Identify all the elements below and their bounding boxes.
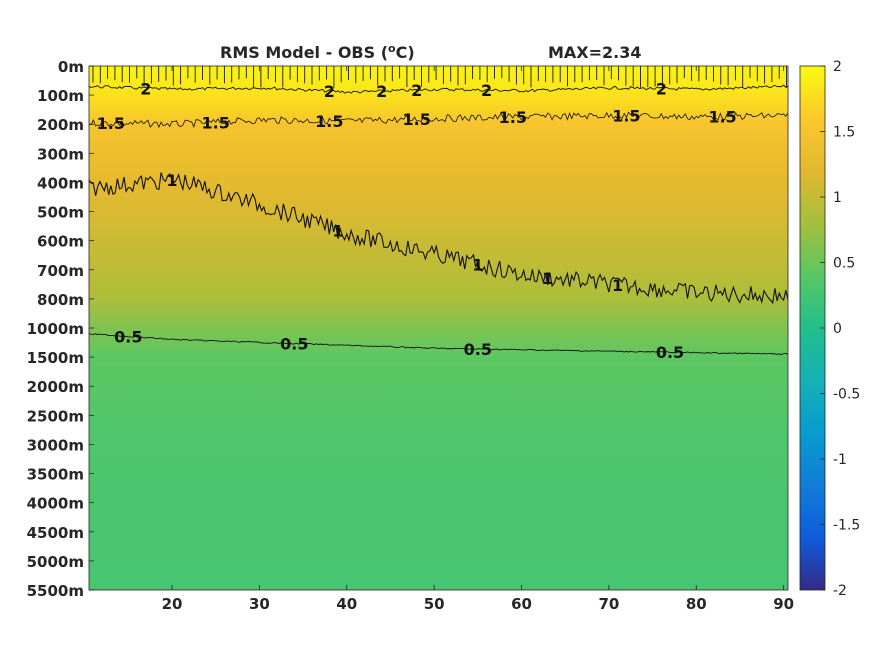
y-tick-label: 5000m: [27, 553, 84, 571]
colorbar-tick-label: 2: [833, 59, 842, 75]
colorbar-tick-label: 1.5: [833, 125, 855, 141]
contour-line-1: [89, 172, 788, 305]
x-tick-label: 80: [686, 595, 707, 613]
contour-label: 1: [472, 255, 483, 274]
x-tick-label: 50: [424, 595, 445, 613]
y-tick-label: 800m: [37, 291, 84, 309]
colorbar: 2 1.5 1 0.5 0 -0.5 -1 -1.5 -2: [799, 59, 860, 599]
y-tick-label: 300m: [37, 145, 84, 163]
contour-label: 0.5: [280, 335, 308, 354]
contour-label: 1.5: [202, 113, 230, 132]
contour-label: 2: [481, 81, 492, 100]
y-tick-label: 0m: [58, 58, 84, 76]
contour-line-2: [89, 84, 788, 94]
x-tick-label: 90: [773, 595, 794, 613]
colorbar-tick-label: 0: [833, 321, 842, 337]
chart-title: RMS Model - OBS (oC): [220, 42, 415, 62]
title-superscript: o: [388, 42, 396, 55]
y-tick-label: 500m: [37, 204, 84, 222]
y-tick-label: 1500m: [27, 349, 84, 367]
x-axis: 20 30 40 50 60 70 80 90: [162, 66, 794, 613]
y-tick-label: 400m: [37, 174, 84, 192]
svg-text:RMS Model - OBS (oC): RMS Model - OBS (oC): [220, 42, 415, 62]
y-tick-label: 600m: [37, 233, 84, 251]
colorbar-tick-label: 1: [833, 190, 842, 206]
contour-label: 2: [656, 80, 667, 99]
y-tick-label: 5500m: [27, 582, 84, 600]
y-tick-label: 3500m: [27, 466, 84, 484]
y-tick-label: 3000m: [27, 436, 84, 454]
colorbar-tick-label: -1.5: [833, 518, 860, 534]
x-tick-label: 30: [249, 595, 270, 613]
title-main: RMS Model - OBS (: [220, 43, 388, 62]
heatmap-field: [89, 66, 788, 590]
contour-label-layer: 2 2 2 2 2 2 1.5 1.5 1.5 1.5 1.5 1.5 1.5 1 1 1 1 1 0.5 0.5 0.…: [97, 79, 737, 362]
y-tick-label: 1000m: [27, 320, 84, 338]
contour-label: 1: [542, 269, 553, 288]
y-tick-label: 100m: [37, 87, 84, 105]
y-tick-label: 2500m: [27, 407, 84, 425]
contour-line-0-5: [89, 332, 788, 356]
y-tick-label: 4000m: [27, 495, 84, 513]
x-tick-label: 20: [162, 595, 183, 613]
colorbar-tick-label: -0.5: [833, 387, 860, 403]
contour-label: 0.5: [656, 343, 684, 362]
contour-label: 1: [332, 222, 343, 241]
x-tick-label: 60: [511, 595, 532, 613]
colorbar-tick-label: -1: [833, 452, 847, 468]
contour-label: 2: [376, 82, 387, 101]
contour-label: 2: [411, 81, 422, 100]
contour-label: 1.5: [612, 107, 640, 126]
plot-area: 2 2 2 2 2 2 1.5 1.5 1.5 1.5 1.5 1.5 1.5 1 1 1 1 1 0.5 0.5 0.…: [88, 65, 789, 591]
contour-label: 1.5: [499, 108, 527, 127]
contour-layer: [89, 84, 788, 356]
x-tick-label: 70: [598, 595, 619, 613]
contour-label: 1: [612, 276, 623, 295]
y-tick-label: 700m: [37, 262, 84, 280]
contour-label: 2: [324, 82, 335, 101]
contour-label: 0.5: [464, 340, 492, 359]
contour-label: 2: [140, 79, 151, 98]
contour-label: 1.5: [403, 110, 431, 129]
contour-label: 0.5: [114, 327, 142, 346]
y-tick-label: 2000m: [27, 378, 84, 396]
max-value-label: MAX=2.34: [548, 43, 642, 62]
y-axis: 0m 100m 200m 300m 400m 500m 600m 700m 800m 1000m 1…: [27, 58, 94, 600]
x-tick-label: 40: [336, 595, 357, 613]
surface-noise-layer: [92, 66, 787, 88]
contour-label: 1.5: [315, 112, 343, 131]
colorbar-tick-label: -2: [833, 583, 847, 599]
y-tick-label: 4500m: [27, 524, 84, 542]
colorbar-tick-label: 0.5: [833, 256, 855, 272]
y-tick-label: 200m: [37, 116, 84, 134]
contour-line-1-5: [89, 111, 788, 129]
contour-label: 1.5: [97, 114, 125, 133]
title-unit: C): [396, 43, 415, 62]
colorbar-ticks: 2 1.5 1 0.5 0 -0.5 -1 -1.5 -2: [820, 59, 860, 599]
contour-label: 1.5: [708, 108, 736, 127]
contour-label: 1: [166, 171, 177, 190]
